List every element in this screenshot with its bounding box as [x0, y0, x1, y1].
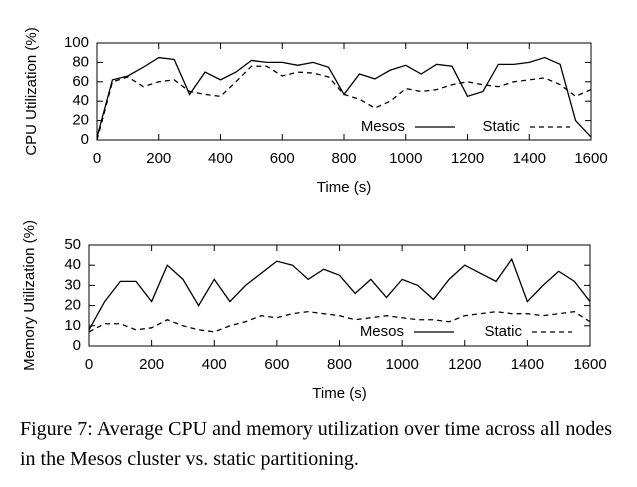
y-tick-label: 60	[72, 73, 89, 90]
y-axis-label: CPU Utilization (%)	[23, 27, 40, 155]
legend-label: Mesos	[360, 323, 404, 340]
x-tick-label: 0	[93, 150, 101, 167]
y-tick-label: 0	[73, 337, 81, 354]
x-tick-label: 600	[270, 150, 295, 167]
x-tick-label: 800	[327, 356, 352, 373]
x-tick-label: 1400	[513, 150, 546, 167]
x-tick-label: 1000	[385, 356, 418, 373]
legend-label: Mesos	[361, 118, 405, 135]
x-tick-label: 1400	[511, 356, 544, 373]
x-tick-label: 1000	[389, 150, 422, 167]
x-axis-label: Time (s)	[317, 179, 371, 196]
y-tick-label: 50	[64, 236, 81, 253]
y-tick-label: 40	[72, 92, 89, 109]
x-tick-label: 1600	[573, 356, 606, 373]
x-tick-label: 1600	[574, 150, 607, 167]
legend-label: Static	[484, 323, 522, 340]
x-tick-label: 800	[331, 150, 356, 167]
y-tick-label: 20	[64, 297, 81, 314]
x-tick-label: 200	[139, 356, 164, 373]
y-tick-label: 40	[64, 256, 81, 273]
y-tick-label: 100	[64, 34, 89, 51]
x-tick-label: 1200	[448, 356, 481, 373]
y-tick-label: 30	[64, 276, 81, 293]
x-tick-label: 1200	[451, 150, 484, 167]
x-tick-label: 200	[146, 150, 171, 167]
series-line	[88, 310, 591, 333]
x-axis-label: Time (s)	[312, 385, 366, 402]
series-line	[88, 257, 591, 331]
y-tick-label: 10	[64, 317, 81, 334]
y-tick-label: 20	[72, 112, 89, 129]
x-tick-label: 0	[85, 356, 93, 373]
y-tick-label: 0	[81, 131, 89, 148]
caption: Figure 7: Average CPU and memory utiliza…	[20, 418, 612, 470]
y-tick-label: 80	[72, 53, 89, 70]
y-axis-label: Memory Utilization (%)	[21, 220, 38, 371]
x-tick-label: 400	[202, 356, 227, 373]
series-line	[96, 65, 592, 141]
legend-label: Static	[482, 118, 520, 135]
x-tick-label: 600	[264, 356, 289, 373]
x-tick-label: 400	[208, 150, 233, 167]
